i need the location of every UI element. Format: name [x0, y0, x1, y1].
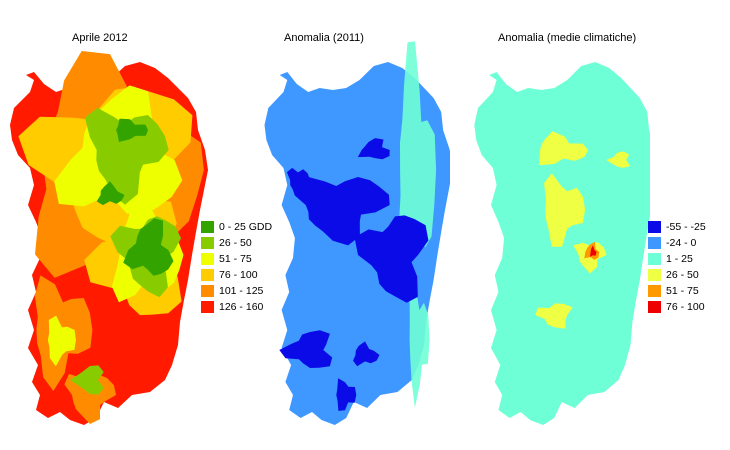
- zone-dark-blue: [286, 167, 311, 197]
- legend-swatch: [648, 237, 661, 249]
- zone-26-50: [70, 365, 104, 395]
- zone-76-100: [590, 245, 597, 257]
- legend-item: -24 - 0: [648, 235, 706, 251]
- legend-item: 0 - 25 GDD: [201, 219, 272, 235]
- zone-cyan-coast: [409, 286, 430, 408]
- legend-swatch: [648, 301, 661, 313]
- legend-label: 126 - 160: [219, 301, 264, 313]
- map-anomalia-medie: [474, 62, 650, 425]
- legend-label: 0 - 25 GDD: [219, 221, 273, 233]
- legend-swatch: [201, 253, 214, 265]
- legend-label: -24 - 0: [666, 237, 697, 249]
- legend-anomaly: -55 - -25 -24 - 0 1 - 25 26 - 50 51 - 75 76 -…: [648, 219, 706, 315]
- legend-item: 26 - 50: [648, 267, 706, 283]
- legend-label: 26 - 50: [666, 269, 699, 281]
- legend-label: 76 - 100: [219, 269, 258, 281]
- panel-title-anomalia-2011: Anomalia (2011): [284, 32, 364, 44]
- zone-dark-blue: [279, 330, 333, 368]
- legend-label: -55 - -25: [666, 221, 706, 233]
- legend-item: -55 - -25: [648, 219, 706, 235]
- zone-26-50: [535, 303, 573, 329]
- legend-swatch: [201, 301, 214, 313]
- legend-swatch: [201, 221, 214, 233]
- zone-101-125: [64, 373, 116, 424]
- legend-item: 76 - 100: [648, 299, 706, 315]
- zone-26-50: [606, 151, 631, 168]
- zone-dark-blue: [353, 341, 380, 367]
- zone-dark-blue: [357, 138, 390, 160]
- zone-dark-blue: [290, 176, 390, 246]
- zone-0-25: [123, 218, 174, 276]
- panel-title-anomalia-medie: Anomalia (medie climatiche): [498, 32, 637, 44]
- legend-item: 101 - 125: [201, 283, 272, 299]
- zone-26-50: [84, 107, 169, 205]
- legend-item: 1 - 25: [648, 251, 706, 267]
- legend-item: 76 - 100: [201, 267, 272, 283]
- legend-label: 76 - 100: [666, 301, 705, 313]
- legend-item: 126 - 160: [201, 299, 272, 315]
- legend-swatch: [648, 221, 661, 233]
- map-anomalia-2011: [264, 41, 450, 425]
- legend-label: 1 - 25: [666, 253, 693, 265]
- legend-label: 101 - 125: [219, 285, 264, 297]
- zone-51-75: [47, 315, 76, 367]
- legend-item: 51 - 75: [201, 251, 272, 267]
- zone-26-50: [539, 131, 589, 166]
- legend-swatch: [648, 269, 661, 281]
- zone-dark-blue: [354, 215, 429, 303]
- legend-swatch: [201, 285, 214, 297]
- map-gdd-aprile-2012: [10, 51, 208, 425]
- legend-label: 51 - 75: [219, 253, 252, 265]
- zone-26-50: [573, 242, 607, 274]
- legend-item: 26 - 50: [201, 235, 272, 251]
- legend-label: 51 - 75: [666, 285, 699, 297]
- legend-swatch: [648, 285, 661, 297]
- legend-label: 26 - 50: [219, 237, 252, 249]
- zone-dark-blue: [336, 378, 357, 411]
- legend-gdd: 0 - 25 GDD 26 - 50 51 - 75 76 - 100 101 - 12…: [201, 219, 272, 315]
- legend-swatch: [201, 237, 214, 249]
- legend-swatch: [201, 269, 214, 281]
- zone-0-25: [96, 181, 125, 206]
- panel-title-aprile-2012: Aprile 2012: [72, 32, 128, 44]
- legend-item: 51 - 75: [648, 283, 706, 299]
- zone-0-25: [116, 118, 149, 142]
- zone-26-50: [544, 173, 586, 247]
- legend-swatch: [648, 253, 661, 265]
